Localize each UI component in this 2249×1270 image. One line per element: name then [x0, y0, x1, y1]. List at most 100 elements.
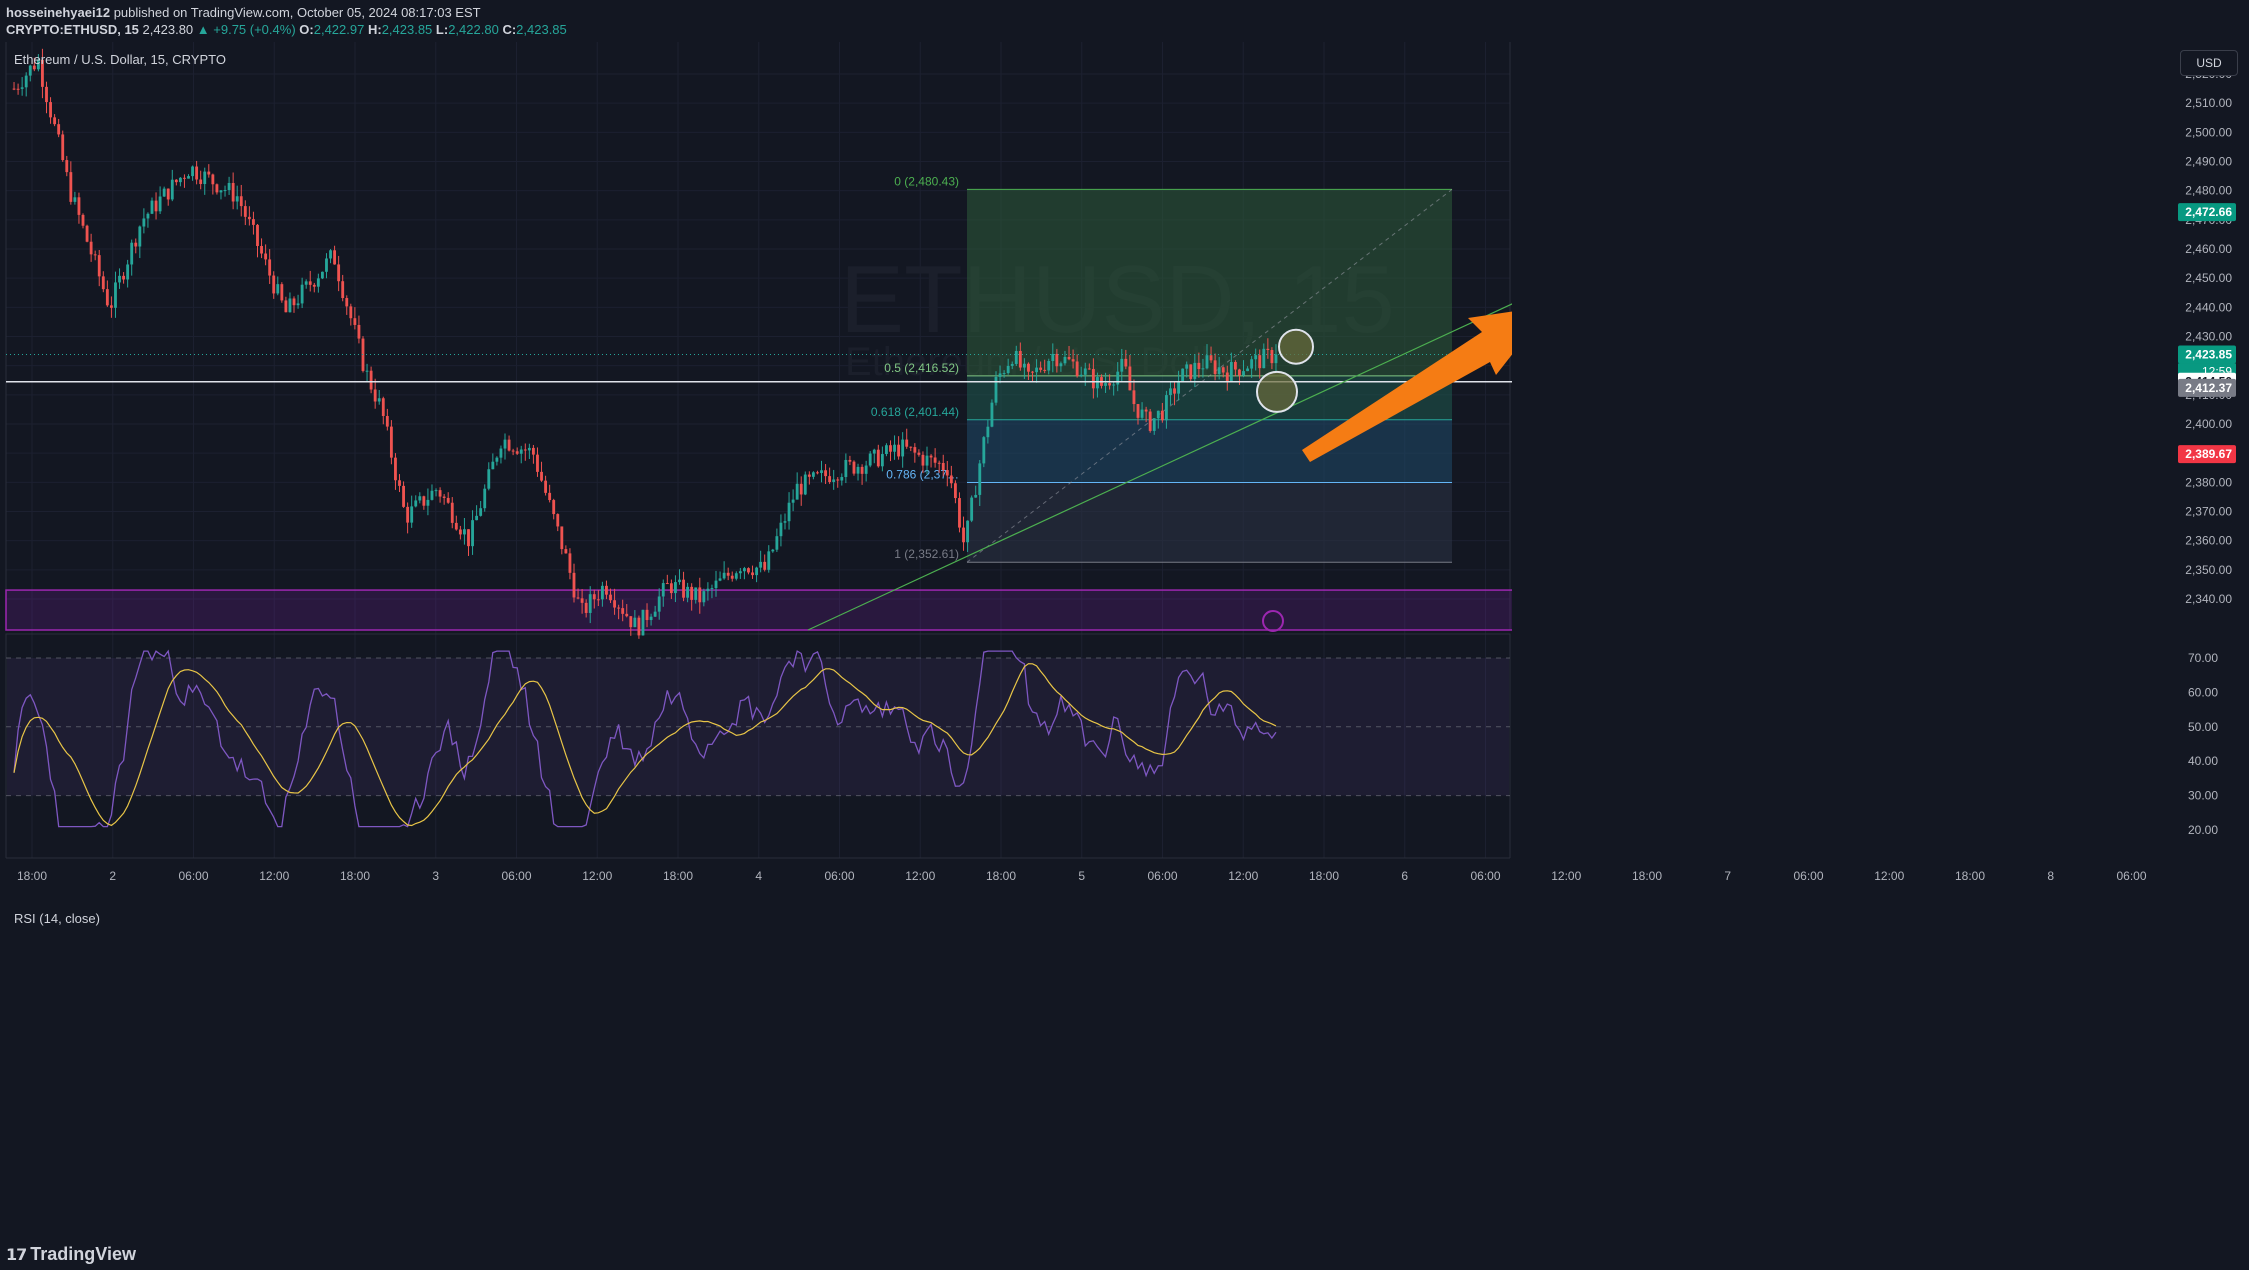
candle-body — [515, 451, 519, 454]
fib-level-label: 1 (2,352.61) — [894, 547, 959, 561]
candle-body — [600, 585, 604, 600]
candle-body — [24, 75, 28, 88]
candle-body — [118, 275, 121, 283]
candle-body — [787, 502, 791, 522]
candle-body — [1246, 368, 1249, 372]
stop-price-label: 2,389.67 — [2185, 447, 2232, 461]
candle-body — [325, 258, 328, 272]
symbol-label[interactable]: CRYPTO:ETHUSD, 15 — [6, 22, 139, 37]
author-name[interactable]: hosseinehyaei12 — [6, 5, 111, 20]
candle-body — [93, 254, 97, 256]
chart-canvas[interactable]: ETHUSD, 15Ethereum / U.S. Dollar0 (2,480… — [0, 42, 2249, 1236]
rsi-legend-title[interactable]: RSI (14, close) — [14, 911, 100, 926]
tradingview-logo-text: TradingView — [30, 1244, 136, 1264]
time-axis-tick: 6 — [1401, 869, 1408, 883]
candle-body — [560, 526, 564, 550]
candle-body — [678, 579, 681, 583]
time-axis-tick: 18:00 — [1309, 869, 1339, 883]
price-axis-tick: 2,510.00 — [2185, 96, 2232, 110]
candle-body — [856, 466, 860, 474]
candle-body — [77, 197, 81, 215]
candle-body — [1006, 365, 1010, 374]
candle-body — [698, 587, 702, 603]
candle-body — [613, 600, 616, 608]
price-axis-tick: 2,490.00 — [2185, 155, 2232, 169]
candle-body — [779, 522, 783, 537]
candle-body — [661, 583, 665, 597]
rsi-axis-tick: 30.00 — [2188, 789, 2218, 803]
time-axis-tick: 06:00 — [501, 869, 531, 883]
candle-body — [751, 572, 754, 576]
candle-body — [203, 171, 207, 185]
candle-body — [187, 176, 190, 179]
candle-body — [519, 449, 523, 454]
time-axis-tick: 18:00 — [663, 869, 693, 883]
candle-body — [832, 479, 836, 483]
candle-body — [507, 439, 511, 451]
candle-body — [422, 496, 426, 506]
candle-body — [929, 455, 933, 458]
candle-body — [296, 303, 300, 306]
candle-body — [917, 452, 921, 455]
candle-body — [1067, 356, 1071, 360]
candle-body — [320, 271, 324, 279]
candle-body — [1128, 366, 1132, 391]
candle-body — [81, 214, 85, 226]
candle-body — [1209, 355, 1213, 361]
candle-body — [402, 485, 405, 507]
candle-body — [978, 463, 982, 495]
target-price-label: 2,472.66 — [2185, 205, 2232, 219]
candle-body — [256, 224, 259, 246]
candle-body — [742, 568, 746, 572]
candle-body — [211, 174, 215, 185]
candle-body — [276, 284, 280, 294]
candle-body — [89, 241, 93, 255]
marker-circle[interactable] — [1256, 370, 1298, 413]
candle-body — [32, 65, 36, 70]
candle-body — [909, 446, 913, 448]
change-label: ▲ +9.75 (+0.4%) — [196, 22, 296, 37]
candle-body — [150, 200, 154, 214]
candle-body — [231, 182, 235, 202]
time-axis-tick: 12:00 — [905, 869, 935, 883]
candle-body — [1242, 371, 1245, 376]
candle-body — [337, 264, 341, 282]
candle-body — [463, 529, 466, 535]
candle-body — [329, 250, 332, 259]
candle-body — [227, 182, 231, 191]
time-axis-tick: 06:00 — [1793, 869, 1823, 883]
marker-circle[interactable] — [1278, 328, 1314, 365]
currency-button[interactable]: USD — [2180, 50, 2238, 76]
candle-body — [1254, 355, 1258, 360]
candle-body — [458, 529, 462, 535]
candle-body — [629, 616, 633, 628]
candle-body — [653, 611, 657, 617]
rsi-line — [13, 649, 1277, 828]
candle-body — [1116, 371, 1120, 385]
candle-body — [272, 275, 276, 294]
open-label: O: — [299, 22, 314, 37]
high-value: 2,423.85 — [381, 22, 433, 37]
candle-body — [284, 300, 288, 313]
candle-body — [811, 472, 815, 477]
candle-body — [61, 134, 65, 161]
candle-body — [901, 439, 905, 457]
low-value: 2,422.80 — [448, 22, 499, 37]
candle-body — [146, 213, 150, 219]
trend-arrow[interactable] — [1302, 306, 1550, 462]
alert-icon[interactable] — [1262, 610, 1284, 632]
candle-body — [1096, 377, 1099, 389]
candle-body — [446, 497, 450, 503]
candle-body — [674, 582, 677, 594]
candle-body — [85, 225, 89, 242]
candle-body — [1169, 388, 1172, 396]
time-axis-tick: 18:00 — [340, 869, 370, 883]
chart-legend-title[interactable]: Ethereum / U.S. Dollar, 15, CRYPTO — [14, 52, 226, 67]
candle-body — [114, 282, 117, 308]
price-axis-tick: 2,350.00 — [2185, 563, 2232, 577]
candle-body — [28, 65, 32, 76]
candle-body — [958, 498, 961, 528]
candle-body — [1051, 353, 1055, 361]
candle-body — [1225, 372, 1229, 382]
tradingview-logo[interactable]: 𝟭𝟳 TradingView — [6, 1244, 136, 1265]
